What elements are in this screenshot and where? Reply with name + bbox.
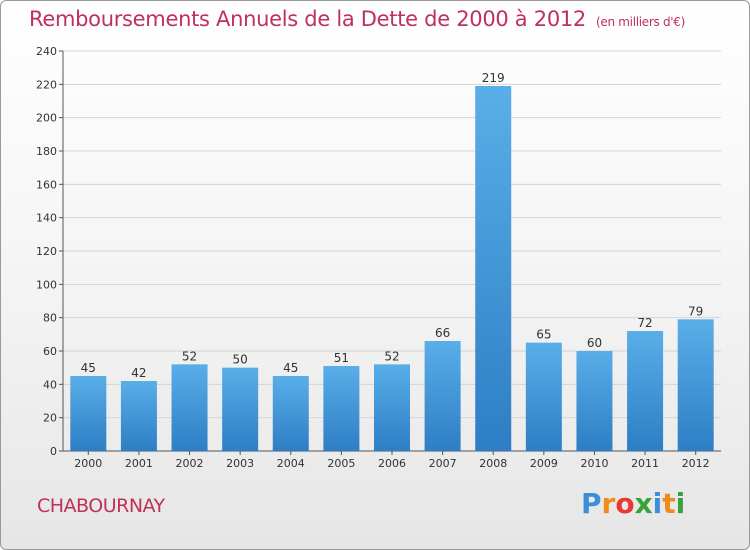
y-tick-label: 40 (43, 378, 57, 391)
bar (374, 364, 410, 451)
logo-letter: i (675, 487, 686, 520)
bar (171, 364, 208, 451)
data-label: 66 (435, 326, 450, 340)
data-label: 42 (131, 366, 146, 380)
logo-letter: i (652, 487, 663, 520)
chart-title-text: Remboursements Annuels de la Dette de 20… (29, 7, 586, 31)
data-label: 65 (536, 328, 551, 342)
y-tick-label: 100 (36, 278, 57, 291)
data-label: 52 (384, 349, 399, 363)
bar (323, 366, 360, 451)
data-label: 45 (81, 361, 96, 375)
data-label: 60 (587, 336, 602, 350)
y-tick-label: 120 (36, 245, 57, 258)
x-tick-label: 2008 (479, 457, 507, 470)
y-tick-label: 240 (36, 45, 57, 58)
logo-letter: P (581, 487, 602, 520)
data-label: 79 (688, 304, 703, 318)
y-tick-label: 160 (36, 178, 57, 191)
proxiti-logo: Proxiti (581, 487, 685, 520)
data-label: 45 (283, 361, 298, 375)
x-tick-label: 2001 (125, 457, 153, 470)
y-tick-label: 80 (43, 312, 57, 325)
commune-name: CHABOURNAY (37, 495, 165, 517)
bar (475, 86, 512, 451)
bar (576, 351, 613, 451)
x-tick-label: 2005 (327, 457, 355, 470)
bar (120, 381, 157, 451)
y-tick-label: 20 (43, 412, 57, 425)
y-tick-label: 0 (50, 445, 57, 458)
x-tick-label: 2009 (530, 457, 558, 470)
y-tick-label: 180 (36, 145, 57, 158)
data-label: 52 (182, 349, 197, 363)
logo-letter: t (662, 487, 676, 520)
x-tick-label: 2003 (226, 457, 254, 470)
bar (627, 331, 664, 451)
x-tick-label: 2012 (682, 457, 710, 470)
logo-letter: x (634, 487, 653, 520)
x-tick-label: 2011 (631, 457, 659, 470)
data-label: 50 (233, 353, 248, 367)
y-tick-label: 220 (36, 78, 57, 91)
y-tick-label: 140 (36, 212, 57, 225)
x-tick-label: 2006 (378, 457, 406, 470)
bar (222, 367, 259, 451)
bar (424, 341, 461, 451)
x-tick-label: 2004 (277, 457, 305, 470)
x-tick-label: 2007 (429, 457, 457, 470)
x-tick-label: 2000 (74, 457, 102, 470)
data-label: 51 (334, 351, 349, 365)
x-tick-label: 2010 (580, 457, 608, 470)
bar (272, 376, 309, 451)
logo-letter: r (601, 487, 616, 520)
bar (70, 376, 107, 451)
chart-title: Remboursements Annuels de la Dette de 20… (29, 7, 685, 31)
logo-letter: o (615, 487, 635, 520)
y-tick-label: 60 (43, 345, 57, 358)
bar (525, 342, 562, 451)
bar (677, 319, 714, 451)
y-tick-label: 200 (36, 112, 57, 125)
chart-unit: (en milliers d'€) (596, 15, 686, 29)
x-tick-label: 2002 (176, 457, 204, 470)
data-label: 219 (482, 71, 505, 85)
data-label: 72 (637, 316, 652, 330)
